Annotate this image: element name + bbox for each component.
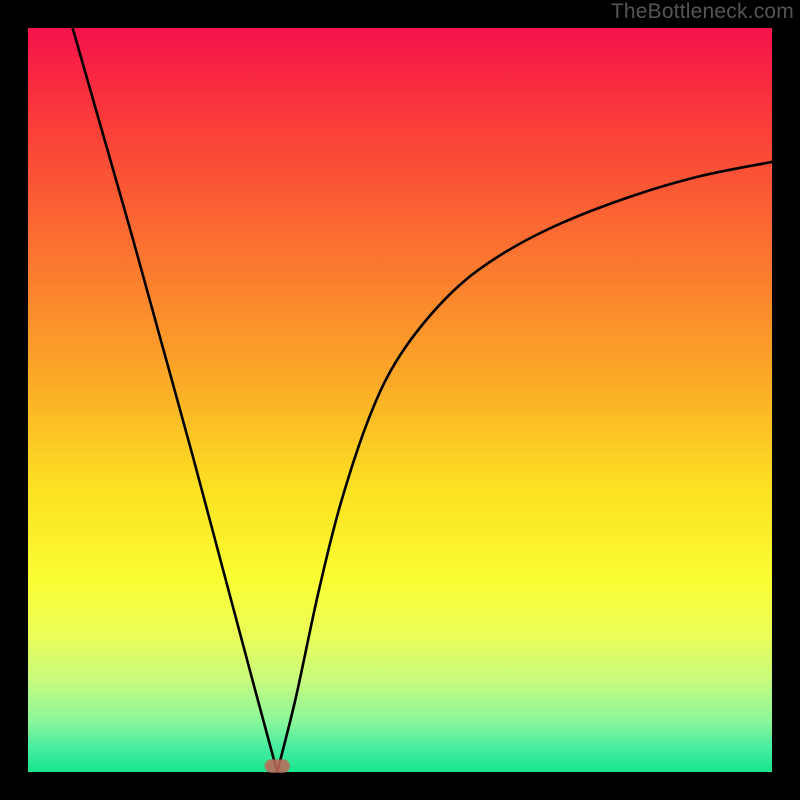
optimal-point-marker (265, 759, 290, 772)
chart-background (28, 28, 772, 772)
outer-frame (0, 0, 800, 800)
bottleneck-chart (0, 0, 800, 800)
